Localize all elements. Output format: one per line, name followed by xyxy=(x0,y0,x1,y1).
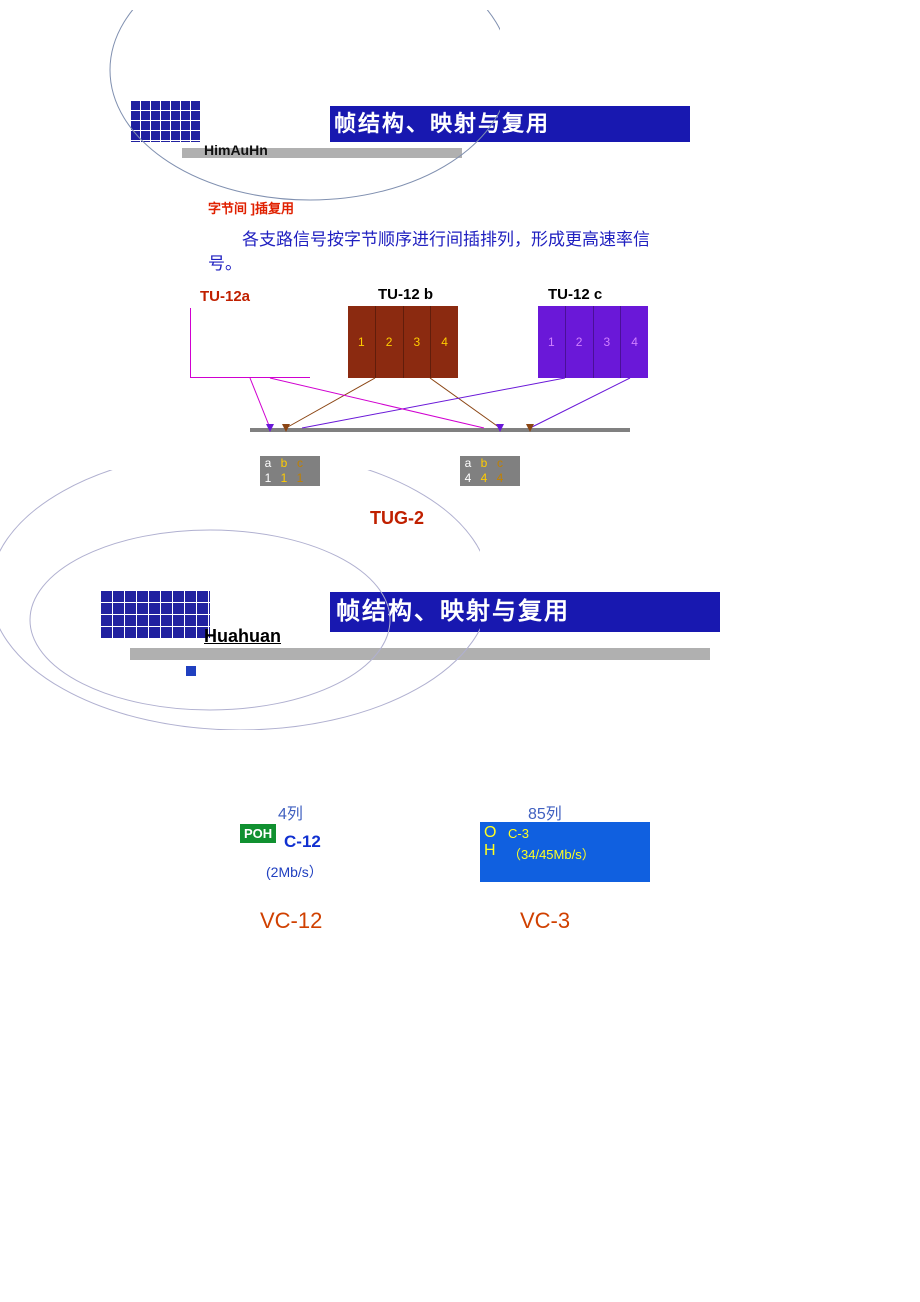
header-title: 帧结构、映射与复用 xyxy=(330,106,690,142)
section2-header: 帧结构、映射与复用 Huahuan xyxy=(100,590,720,690)
interleave-bar xyxy=(250,428,630,432)
tu-column: 2 xyxy=(565,306,593,378)
c12-rate: (2Mb/s） xyxy=(266,862,323,882)
tu12b-block: 1234 xyxy=(348,306,458,378)
c3-oh-label: OH xyxy=(484,824,496,860)
poh-box: POH xyxy=(240,824,276,843)
tu-column: 2 xyxy=(375,306,403,378)
tu-column: 3 xyxy=(593,306,621,378)
c3-rate: （34/45Mb/s） xyxy=(508,844,595,863)
tug-subcell: 4 xyxy=(476,471,492,486)
tug-right-cell: abc444 xyxy=(460,456,520,486)
tu12a-frame xyxy=(190,308,310,378)
header2-brand: Huahuan xyxy=(204,626,281,647)
tu12a-label: TU-12a xyxy=(200,288,250,305)
tug-subcell: b xyxy=(476,456,492,471)
section2-body: 4列 POH C-12 (2Mb/s） VC-12 85列 OH C-3 （34… xyxy=(100,690,720,1010)
description-paragraph: 各支路信号按字节顺序进行间插排列，形成更高速率信号。 xyxy=(208,228,658,276)
tug2-label: TUG-2 xyxy=(370,508,424,529)
tu-column: 3 xyxy=(403,306,431,378)
c12-label: C-12 xyxy=(284,832,321,852)
section1-body: 字节间 ]插复用 各支路信号按字节顺序进行间插排列，形成更高速率信号。 TU-1… xyxy=(130,160,690,590)
tug-subcell: 1 xyxy=(292,471,308,486)
vc12-col-label: 4列 xyxy=(278,800,303,824)
section1-header: 帧结构、映射与复用 HimAuHn xyxy=(130,100,690,160)
tu12b-label: TU-12 b xyxy=(378,286,433,303)
c3-block: OH C-3 （34/45Mb/s） xyxy=(480,822,650,882)
header2-grid-icon xyxy=(100,590,210,638)
tug-subcell: c xyxy=(292,456,308,471)
tu12c-block: 1234 xyxy=(538,306,648,378)
tu-column: 4 xyxy=(620,306,648,378)
tug-left-cell: abc111 xyxy=(260,456,320,486)
header2-accent-square xyxy=(186,666,196,676)
c3-container-label: C-3 xyxy=(508,826,529,841)
vc12-label: VC-12 xyxy=(260,908,322,934)
vc3-col-label: 85列 xyxy=(528,800,562,824)
tu12c-label: TU-12 c xyxy=(548,286,602,303)
header-brand: HimAuHn xyxy=(204,142,268,158)
byte-interleave-label: 字节间 ]插复用 xyxy=(208,198,294,217)
header2-title: 帧结构、映射与复用 xyxy=(330,592,720,632)
tug-subcell: a xyxy=(460,456,476,471)
tug-subcell: 1 xyxy=(276,471,292,486)
tug-subcell: b xyxy=(276,456,292,471)
vc3-label: VC-3 xyxy=(520,908,570,934)
tu-column: 4 xyxy=(430,306,458,378)
tu-column: 1 xyxy=(348,306,375,378)
tug-subcell: a xyxy=(260,456,276,471)
tug-subcell: c xyxy=(492,456,508,471)
tug-subcell: 4 xyxy=(460,471,476,486)
header-grid-icon xyxy=(130,100,200,142)
tug-subcell: 1 xyxy=(260,471,276,486)
header2-underline xyxy=(130,648,710,660)
tu-column: 1 xyxy=(538,306,565,378)
tug-subcell: 4 xyxy=(492,471,508,486)
